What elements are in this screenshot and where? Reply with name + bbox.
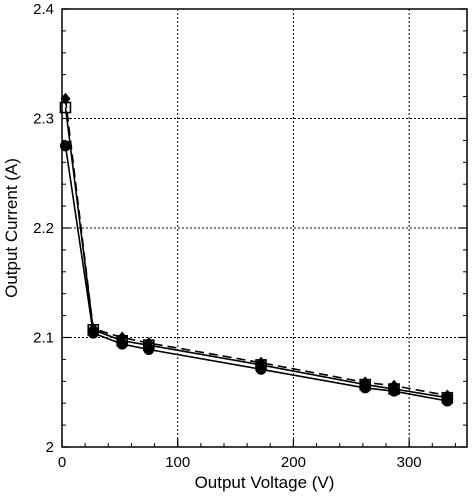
data-point-diamond	[360, 376, 371, 389]
grid	[62, 9, 467, 447]
x-tick-label: 0	[58, 454, 66, 471]
x-tick-label: 100	[165, 454, 190, 471]
series-line-diamond	[64, 98, 448, 397]
x-tick-label: 300	[397, 454, 422, 471]
data-point-diamond	[256, 356, 267, 369]
data-point-diamond	[143, 336, 154, 349]
data-point-circle	[116, 338, 128, 350]
data-point-diamond	[88, 322, 99, 335]
marker-layer	[59, 92, 454, 407]
x-axis-label: Output Voltage (V)	[195, 473, 335, 492]
y-tick-label: 2	[46, 439, 54, 456]
y-tick-label: 2.4	[33, 1, 54, 18]
data-point-diamond	[60, 92, 71, 105]
series-layer	[64, 98, 448, 402]
data-point-diamond	[442, 389, 453, 402]
y-tick-label: 2.1	[33, 330, 54, 347]
data-point-diamond	[389, 379, 400, 392]
y-axis-label: Output Current (A)	[2, 158, 21, 298]
series-line-square	[64, 107, 448, 399]
x-tick-label: 200	[281, 454, 306, 471]
ticks: 0 100 200 300 2 2.1 2.2 2.3 2.4	[33, 1, 467, 471]
data-point-diamond	[117, 331, 128, 344]
y-tick-label: 2.3	[33, 111, 54, 128]
y-tick-label: 2.2	[33, 220, 54, 237]
